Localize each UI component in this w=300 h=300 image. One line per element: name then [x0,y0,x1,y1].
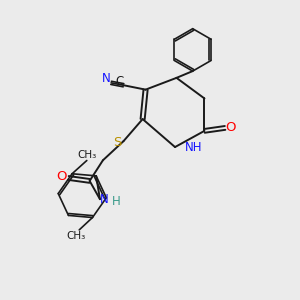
Text: O: O [226,122,236,134]
Text: O: O [57,170,67,183]
Text: H: H [112,195,121,208]
Text: CH₃: CH₃ [67,231,86,241]
Text: C: C [116,75,124,88]
Text: CH₃: CH₃ [78,150,97,160]
Text: NH: NH [185,141,203,154]
Text: N: N [102,72,111,85]
Text: S: S [113,136,122,149]
Text: N: N [100,193,109,206]
